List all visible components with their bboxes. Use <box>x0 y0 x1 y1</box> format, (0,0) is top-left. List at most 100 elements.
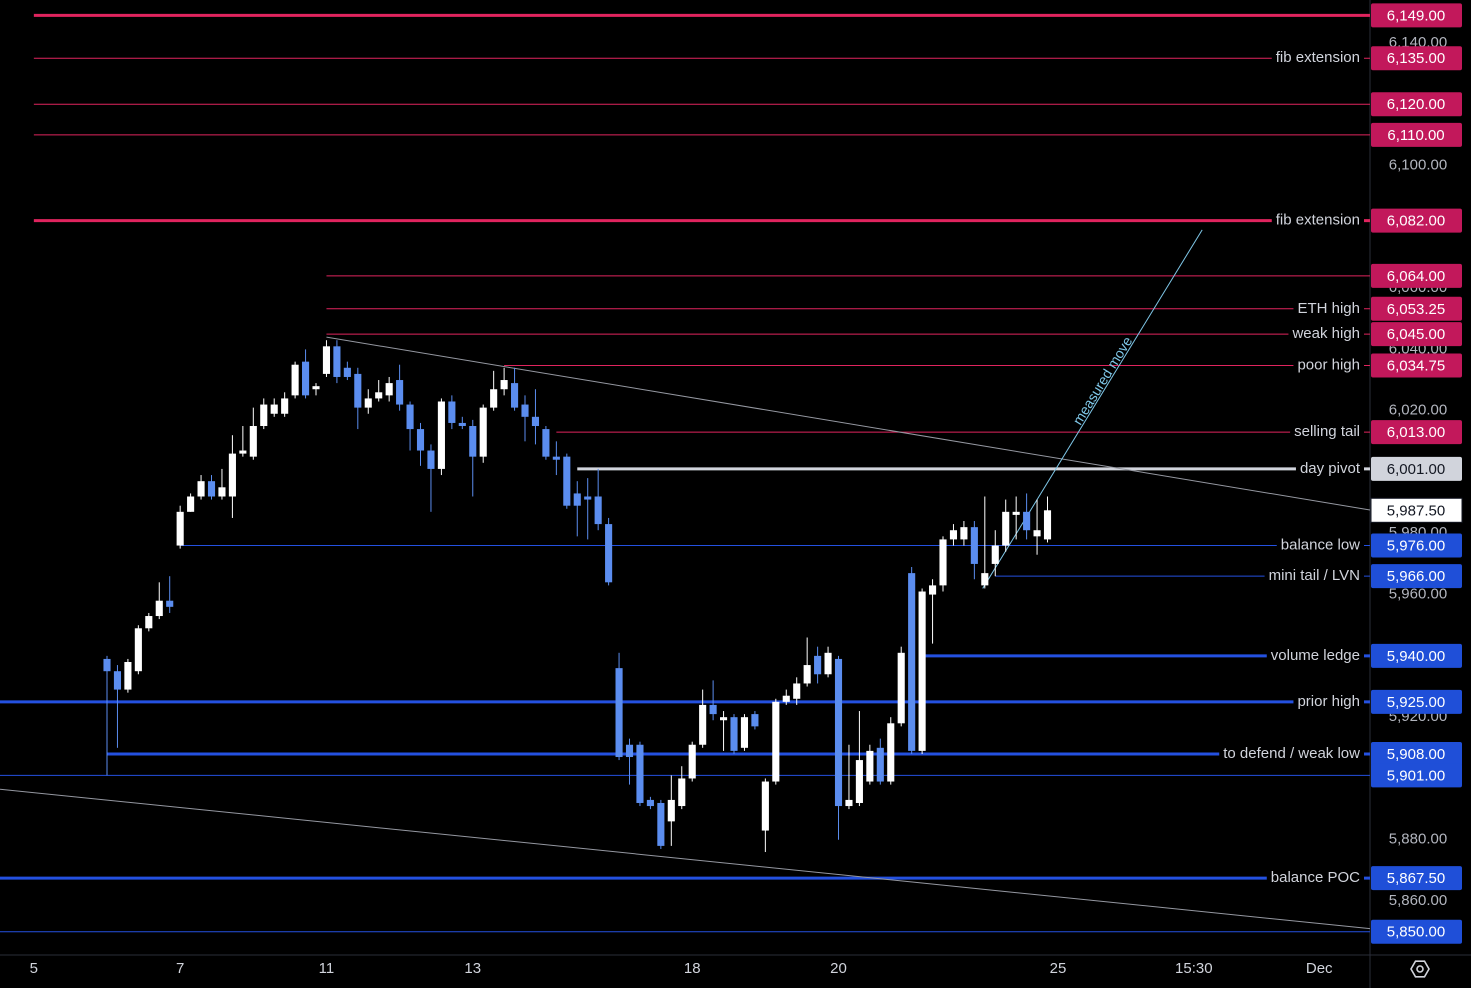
price-box <box>1371 919 1462 944</box>
candle-body <box>688 744 696 779</box>
candle-body <box>751 714 759 727</box>
x-tick-label: 20 <box>830 960 847 977</box>
candle-body <box>720 717 728 721</box>
candle-body <box>1033 530 1041 537</box>
candle-body <box>1012 511 1020 515</box>
candle-body <box>866 750 874 782</box>
candle-body <box>939 539 947 586</box>
level-label-bg <box>1264 566 1364 587</box>
candle-body <box>667 799 675 822</box>
candle-body <box>155 600 163 617</box>
candle-body <box>991 545 999 564</box>
candle-body <box>437 401 445 469</box>
candle-body <box>218 487 226 497</box>
candle-body <box>239 450 247 454</box>
level-label-bg <box>1293 298 1364 319</box>
candle-body <box>605 524 613 583</box>
candle-body <box>469 426 477 457</box>
level-label: balance POC <box>1271 869 1360 886</box>
price-box-label: 5,940.00 <box>1387 648 1445 665</box>
candle-body <box>573 493 581 506</box>
x-tick-label: 5 <box>30 960 38 977</box>
price-box <box>1371 420 1462 445</box>
candle-body <box>1043 510 1052 540</box>
level-label: day pivot <box>1300 460 1361 477</box>
candle-body <box>385 383 393 396</box>
price-box <box>1371 741 1462 766</box>
level-label: fib extension <box>1276 212 1360 229</box>
candle-body <box>793 683 801 699</box>
levels <box>0 13 1370 933</box>
last-price-label: 5,987.50 <box>1387 502 1445 519</box>
candle-body <box>949 530 958 540</box>
y-tick-label: 6,020.00 <box>1389 402 1447 419</box>
candle-body <box>511 383 519 408</box>
price-box-label: 6,135.00 <box>1387 50 1445 67</box>
price-box <box>1371 122 1462 147</box>
candle-body <box>521 404 529 417</box>
x-tick-label: 13 <box>464 960 481 977</box>
candle-body <box>563 456 571 506</box>
level-label: volume ledge <box>1271 647 1360 664</box>
price-box-label: 6,110.00 <box>1387 127 1444 144</box>
y-tick-label: 5,860.00 <box>1389 892 1447 909</box>
x-tick-label: 18 <box>684 960 701 977</box>
candle-body <box>531 416 540 427</box>
level-label: ETH high <box>1297 300 1360 317</box>
price-box <box>1371 353 1462 378</box>
level-label-bg <box>1276 535 1364 556</box>
level-label-bg <box>1266 868 1364 889</box>
candle-body <box>678 778 686 807</box>
candle-body <box>427 450 435 469</box>
level-label: fib extension <box>1276 49 1360 66</box>
price-box <box>1371 296 1462 321</box>
candle-body <box>260 404 268 427</box>
candle-body <box>542 429 550 457</box>
level-label: poor high <box>1297 356 1360 373</box>
level-label-bg <box>1295 458 1364 479</box>
price-box <box>1371 322 1462 347</box>
candle-body <box>166 600 174 607</box>
candle-body <box>207 481 216 497</box>
candle-body <box>103 658 111 672</box>
level-label: weak high <box>1291 325 1360 342</box>
price-box-label: 5,908.00 <box>1387 746 1445 763</box>
candle-body <box>1023 511 1031 531</box>
candle-body <box>699 704 707 745</box>
candle-body <box>970 527 978 564</box>
y-tick-label: 5,880.00 <box>1389 831 1447 848</box>
candle-body <box>448 401 456 423</box>
candle-body <box>249 426 257 457</box>
price-box-label: 6,149.00 <box>1387 7 1445 24</box>
price-box-label: 6,034.75 <box>1387 357 1445 374</box>
price-box <box>1371 263 1462 288</box>
price-box <box>1371 564 1462 589</box>
candle-body <box>845 799 853 807</box>
trendline <box>982 229 1203 589</box>
candle-body <box>709 704 717 715</box>
candle-body <box>291 364 299 396</box>
candle-body <box>876 747 884 782</box>
candle-body <box>312 386 320 390</box>
settings-center[interactable] <box>1416 965 1424 973</box>
price-box-label: 6,013.00 <box>1387 424 1445 441</box>
x-tick-label: 11 <box>319 960 335 977</box>
settings-icon[interactable] <box>1410 960 1430 978</box>
level-label-bg <box>1271 48 1364 69</box>
price-box-label: 5,925.00 <box>1387 694 1445 711</box>
candle-body <box>479 407 487 457</box>
candle-body <box>657 802 665 846</box>
price-box <box>1371 763 1462 788</box>
candle-body <box>197 481 205 497</box>
last-price-box <box>1370 497 1463 523</box>
level-label-bg <box>1288 324 1364 345</box>
price-box-label: 5,976.00 <box>1387 538 1445 555</box>
price-box <box>1371 3 1462 28</box>
price-box <box>1371 456 1462 481</box>
candle-body <box>782 695 790 702</box>
price-box-label: 6,045.00 <box>1387 326 1445 343</box>
candle-body <box>281 398 289 414</box>
level-label-bg <box>1219 743 1364 764</box>
settings-hexagon[interactable] <box>1410 960 1430 978</box>
